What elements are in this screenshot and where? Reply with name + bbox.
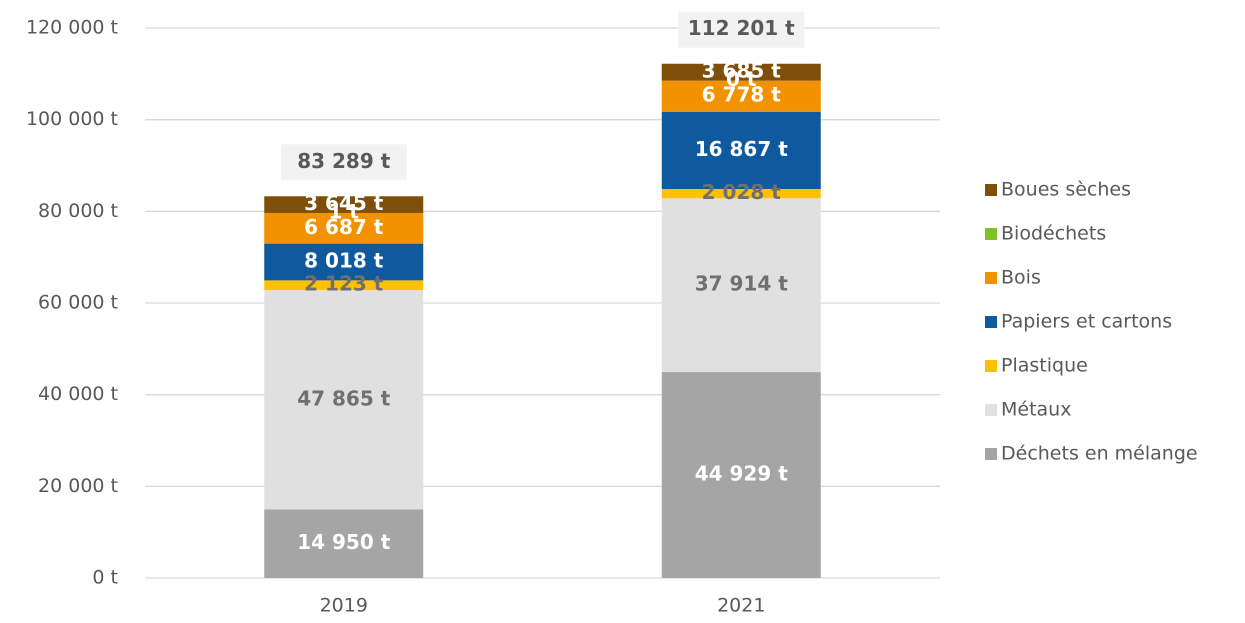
bar-segment bbox=[264, 212, 424, 244]
legend-label: Déchets en mélange bbox=[1001, 443, 1198, 465]
legend-swatch bbox=[985, 360, 997, 372]
legend-swatch bbox=[985, 316, 997, 328]
bar-segment bbox=[264, 290, 424, 510]
data-label: 0 t bbox=[726, 67, 757, 91]
data-label: 37 914 t bbox=[695, 272, 789, 296]
bar-segment bbox=[661, 111, 821, 190]
y-tick-label: 0 t bbox=[92, 567, 118, 589]
data-label: 14 950 t bbox=[297, 530, 391, 554]
data-label: 3 685 t bbox=[702, 59, 782, 83]
x-tick-label: 2019 bbox=[320, 595, 368, 617]
legend-label: Boues sèches bbox=[1001, 179, 1131, 201]
data-label: 8 018 t bbox=[304, 248, 384, 272]
bar-segment bbox=[661, 372, 821, 578]
y-tick-label: 40 000 t bbox=[38, 383, 118, 405]
legend-swatch bbox=[985, 404, 997, 416]
data-label: 3 645 t bbox=[304, 191, 384, 215]
bar-segment bbox=[661, 189, 821, 199]
data-label: 2 123 t bbox=[304, 272, 384, 296]
bar-segment bbox=[264, 509, 424, 578]
bar-segment bbox=[264, 280, 424, 291]
total-label: 83 289 t bbox=[297, 149, 391, 173]
legend-label: Papiers et cartons bbox=[1001, 311, 1172, 333]
bar-segment bbox=[264, 243, 424, 281]
y-tick-label: 60 000 t bbox=[38, 292, 118, 314]
legend-label: Plastique bbox=[1001, 355, 1088, 377]
total-label-box bbox=[678, 11, 805, 48]
bar-segment bbox=[264, 196, 424, 213]
total-label: 112 201 t bbox=[688, 16, 795, 40]
legend-swatch bbox=[985, 448, 997, 460]
legend-swatch bbox=[985, 272, 997, 284]
data-label: 16 867 t bbox=[695, 137, 789, 161]
bar-segment bbox=[661, 198, 821, 373]
y-tick-label: 80 000 t bbox=[38, 200, 118, 222]
legend-swatch bbox=[985, 184, 997, 196]
bar-segment bbox=[661, 63, 821, 81]
legend-swatch bbox=[985, 228, 997, 240]
legend-label: Métaux bbox=[1001, 399, 1071, 421]
y-tick-label: 20 000 t bbox=[38, 475, 118, 497]
data-label: 1 t bbox=[329, 199, 360, 223]
y-tick-label: 120 000 t bbox=[26, 17, 118, 39]
total-label-box bbox=[280, 144, 407, 181]
legend-label: Bois bbox=[1001, 267, 1041, 289]
y-tick-label: 100 000 t bbox=[26, 108, 118, 130]
bar-segment bbox=[661, 80, 821, 112]
data-label: 44 929 t bbox=[695, 462, 789, 486]
data-label: 47 865 t bbox=[297, 386, 391, 410]
data-label: 6 778 t bbox=[702, 83, 782, 107]
legend-label: Biodéchets bbox=[1001, 223, 1106, 245]
data-label: 2 028 t bbox=[702, 180, 782, 204]
data-label: 6 687 t bbox=[304, 215, 384, 239]
x-tick-label: 2021 bbox=[717, 595, 765, 617]
